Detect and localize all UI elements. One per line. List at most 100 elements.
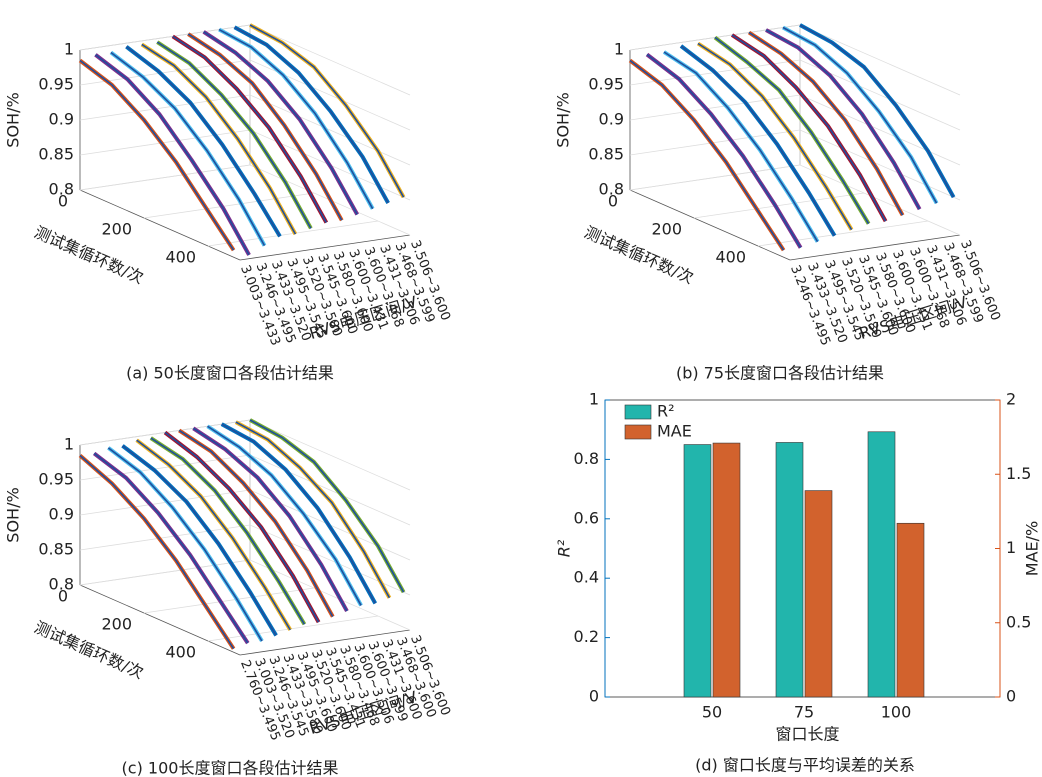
y2-tick-label: 2	[1006, 390, 1016, 409]
grid-line	[79, 559, 251, 586]
soh-fit	[79, 454, 235, 650]
soh-fit	[125, 46, 281, 237]
soh-fit	[765, 29, 921, 210]
soh-fit	[122, 445, 277, 636]
grid-line	[143, 192, 315, 219]
bar	[896, 522, 925, 698]
z-tick-label: 0.95	[38, 75, 74, 94]
soh-fit	[697, 42, 853, 231]
soh-fit	[93, 452, 249, 644]
y-axis	[79, 189, 241, 261]
soh-fit	[782, 26, 938, 204]
soh-fit	[207, 425, 362, 606]
z-axis-label: SOH/%	[554, 92, 573, 147]
soh-fit	[79, 59, 235, 251]
y-tick-label: 400	[165, 643, 196, 662]
z-tick-label: 1	[64, 40, 74, 59]
y-tick-label: 200	[101, 615, 132, 634]
z-tick-label: 0.9	[49, 505, 74, 524]
soh-fit	[663, 51, 819, 243]
soh-fit	[249, 419, 405, 593]
bar	[867, 431, 896, 698]
bar	[683, 444, 712, 698]
soh-fit	[172, 35, 328, 223]
z-tick-label: 0.9	[49, 110, 74, 129]
y-tick-label: 0	[58, 192, 68, 211]
z-tick-label: 0.85	[38, 145, 74, 164]
z-tick-label: 0.9	[599, 110, 624, 129]
y-tick-label: 0.8	[574, 449, 599, 468]
z-tick-label: 0.95	[588, 75, 624, 94]
y-tick-label: 0.4	[574, 568, 599, 587]
y-tick-label: 200	[651, 220, 682, 239]
x-axis	[239, 629, 411, 656]
y-axis-label: R²	[555, 539, 574, 557]
soh-fit	[249, 24, 405, 198]
grid-line	[207, 615, 379, 642]
soh-fit	[110, 51, 266, 247]
y-tick-label: 0.2	[574, 627, 599, 646]
legend-label: MAE	[657, 422, 692, 441]
grid-line	[79, 164, 251, 191]
z-tick-label: 0.95	[38, 470, 74, 489]
x-axis	[789, 234, 961, 261]
y-tick-label: 0.6	[574, 508, 599, 527]
bar	[712, 442, 741, 698]
y2-tick-label: 0.5	[1006, 612, 1031, 631]
grid-line	[629, 129, 961, 201]
soh-fit	[136, 439, 291, 631]
legend-swatch	[624, 404, 652, 420]
soh-fit	[187, 33, 343, 221]
z-tick-label: 0.85	[588, 145, 624, 164]
x-axis-label: 窗口长度	[775, 725, 839, 744]
soh-fit	[141, 43, 297, 235]
z-tick-label: 0.8	[599, 180, 624, 199]
y-tick-label: 1	[589, 390, 599, 409]
soh-fit	[629, 59, 785, 251]
soh-fit	[203, 31, 358, 215]
soh-fit	[156, 41, 312, 229]
caption: (a) 50长度窗口各段估计结果	[126, 364, 334, 383]
y2-tick-label: 1.5	[1006, 464, 1031, 483]
y-tick-label: 0	[608, 192, 618, 211]
soh-fit	[150, 437, 306, 625]
soh-fit	[192, 427, 348, 612]
caption: (d) 窗口长度与平均误差的关系	[695, 756, 915, 775]
grid-line	[757, 220, 929, 247]
soh-fit	[107, 447, 263, 642]
legend-label: R²	[657, 402, 675, 421]
soh-fit	[748, 31, 904, 216]
z-tick-label: 0.85	[38, 540, 74, 559]
soh-fit	[235, 421, 391, 599]
z-axis-label: SOH/%	[4, 92, 23, 147]
grid-line	[79, 59, 411, 131]
bar	[775, 442, 804, 698]
soh-fit	[234, 26, 389, 204]
y2-axis-label: MAE/%	[1023, 521, 1042, 576]
bar	[804, 490, 833, 698]
y-tick-label: 0	[589, 687, 599, 706]
soh-fit	[731, 34, 887, 222]
y-tick-label: 400	[165, 248, 196, 267]
y-tick-label: 400	[715, 248, 746, 267]
soh-fit	[221, 423, 376, 604]
x-axis	[239, 234, 411, 261]
z-tick-label: 1	[64, 435, 74, 454]
y-axis	[79, 584, 241, 656]
soh-fit	[714, 36, 870, 225]
x-tick-label: 100	[881, 703, 912, 722]
y-tick-label: 0	[58, 587, 68, 606]
y2-tick-label: 0	[1006, 687, 1016, 706]
caption: (c) 100长度窗口各段估计结果	[122, 759, 339, 777]
soh-fit	[218, 28, 374, 210]
z-tick-label: 0.8	[49, 575, 74, 594]
z-axis-label: SOH/%	[4, 487, 23, 542]
grid-line	[629, 59, 961, 131]
grid-line	[693, 192, 865, 219]
soh-fit	[646, 53, 802, 249]
z-tick-label: 0.8	[49, 180, 74, 199]
caption: (b) 75长度窗口各段估计结果	[676, 364, 884, 383]
x-tick-label: 50	[702, 703, 722, 722]
y-tick-label: 200	[101, 220, 132, 239]
